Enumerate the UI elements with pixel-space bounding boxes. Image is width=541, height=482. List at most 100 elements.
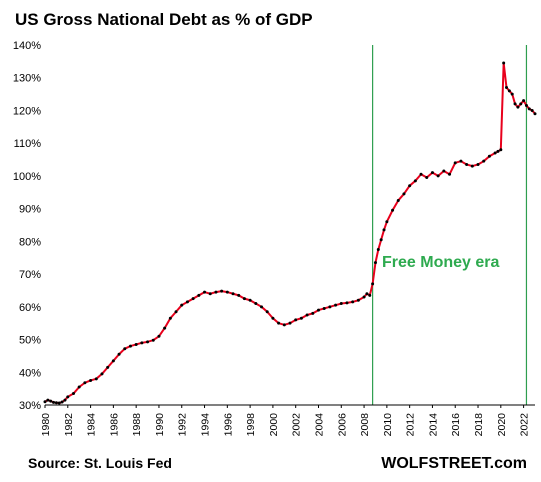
data-point — [522, 99, 526, 103]
data-point — [151, 338, 155, 342]
y-tick-label: 40% — [19, 367, 41, 379]
data-point — [530, 108, 534, 112]
data-point — [254, 302, 258, 306]
data-point — [476, 162, 480, 166]
data-point — [89, 378, 93, 382]
y-tick-label: 50% — [19, 335, 41, 347]
x-tick-label: 2018 — [473, 413, 485, 437]
data-point — [316, 308, 320, 312]
x-tick-label: 2002 — [291, 413, 303, 437]
data-point — [465, 162, 469, 166]
data-point — [356, 298, 360, 302]
data-point — [94, 377, 98, 381]
y-tick-label: 120% — [13, 105, 41, 117]
data-point — [277, 321, 281, 325]
data-point — [288, 321, 292, 325]
data-point — [448, 172, 452, 176]
data-point — [493, 151, 497, 155]
data-point — [385, 220, 389, 224]
data-point — [524, 104, 528, 108]
x-tick-label: 2012 — [405, 413, 417, 437]
chart-title: US Gross National Debt as % of GDP — [15, 10, 313, 29]
data-point — [248, 298, 252, 302]
data-point — [505, 86, 509, 90]
data-point — [237, 293, 241, 297]
data-point — [496, 149, 500, 153]
data-point — [157, 334, 161, 338]
y-tick-label: 70% — [19, 269, 41, 281]
data-point — [425, 176, 429, 180]
x-tick-label: 2022 — [519, 413, 531, 437]
data-point — [373, 261, 377, 265]
data-point — [271, 316, 275, 320]
data-point — [413, 179, 417, 183]
data-point — [419, 172, 423, 176]
x-tick-label: 2010 — [382, 413, 394, 437]
y-tick-label: 110% — [14, 138, 42, 150]
data-point — [502, 61, 506, 65]
data-point — [334, 303, 338, 307]
data-point — [225, 290, 229, 294]
data-point — [459, 159, 463, 163]
data-point — [362, 295, 366, 299]
x-tick-label: 2006 — [336, 413, 348, 437]
data-point — [322, 306, 326, 310]
data-point — [60, 400, 64, 404]
x-tick-label: 1992 — [177, 413, 189, 437]
data-point — [487, 154, 491, 158]
data-point — [265, 310, 269, 314]
data-point — [533, 112, 537, 116]
data-point — [391, 208, 395, 212]
data-point — [214, 290, 218, 294]
series-line — [44, 62, 536, 405]
y-axis-ticks: 30% 40% 50% 60% 70% 80% 90% 100% 110% 120% 130% 140… — [13, 40, 41, 412]
source-note: Source: St. Louis Fed — [28, 455, 172, 471]
data-point — [513, 102, 517, 106]
data-point — [180, 303, 184, 307]
data-point — [197, 293, 201, 297]
data-point — [128, 344, 132, 348]
data-point — [57, 401, 61, 405]
data-point — [516, 105, 520, 109]
data-point — [507, 89, 511, 93]
data-point — [328, 305, 332, 309]
data-point — [71, 392, 75, 396]
data-point — [208, 292, 212, 296]
brand-label: WOLFSTREET.com — [381, 455, 527, 472]
data-point — [63, 398, 67, 402]
data-point — [191, 297, 195, 301]
data-point — [371, 282, 375, 286]
data-point — [365, 292, 369, 296]
y-tick-label: 140% — [13, 40, 41, 52]
data-point — [231, 292, 235, 296]
data-point — [260, 305, 264, 309]
data-point — [185, 300, 189, 304]
y-tick-label: 30% — [19, 400, 41, 412]
data-point — [46, 398, 50, 402]
data-point — [294, 318, 298, 322]
x-tick-label: 1998 — [245, 413, 257, 437]
data-point — [510, 92, 514, 96]
x-tick-label: 1994 — [200, 413, 212, 437]
data-point — [436, 174, 440, 178]
data-point — [134, 342, 138, 346]
data-point — [220, 289, 224, 293]
x-tick-label: 2014 — [427, 413, 439, 437]
series-points — [43, 61, 537, 405]
x-tick-label: 1982 — [63, 413, 75, 437]
data-point — [163, 326, 167, 330]
y-tick-label: 80% — [19, 236, 41, 248]
data-point — [453, 161, 457, 165]
annotation-free-money-era: Free Money era — [382, 254, 499, 271]
data-point — [54, 401, 58, 405]
x-tick-label: 1996 — [222, 413, 234, 437]
x-tick-label: 1990 — [154, 413, 166, 437]
data-point — [49, 399, 53, 403]
data-point — [396, 198, 400, 202]
data-point — [442, 169, 446, 173]
data-point — [519, 102, 523, 106]
x-tick-label: 2020 — [496, 413, 508, 437]
data-point — [527, 107, 531, 111]
data-point — [299, 316, 303, 320]
